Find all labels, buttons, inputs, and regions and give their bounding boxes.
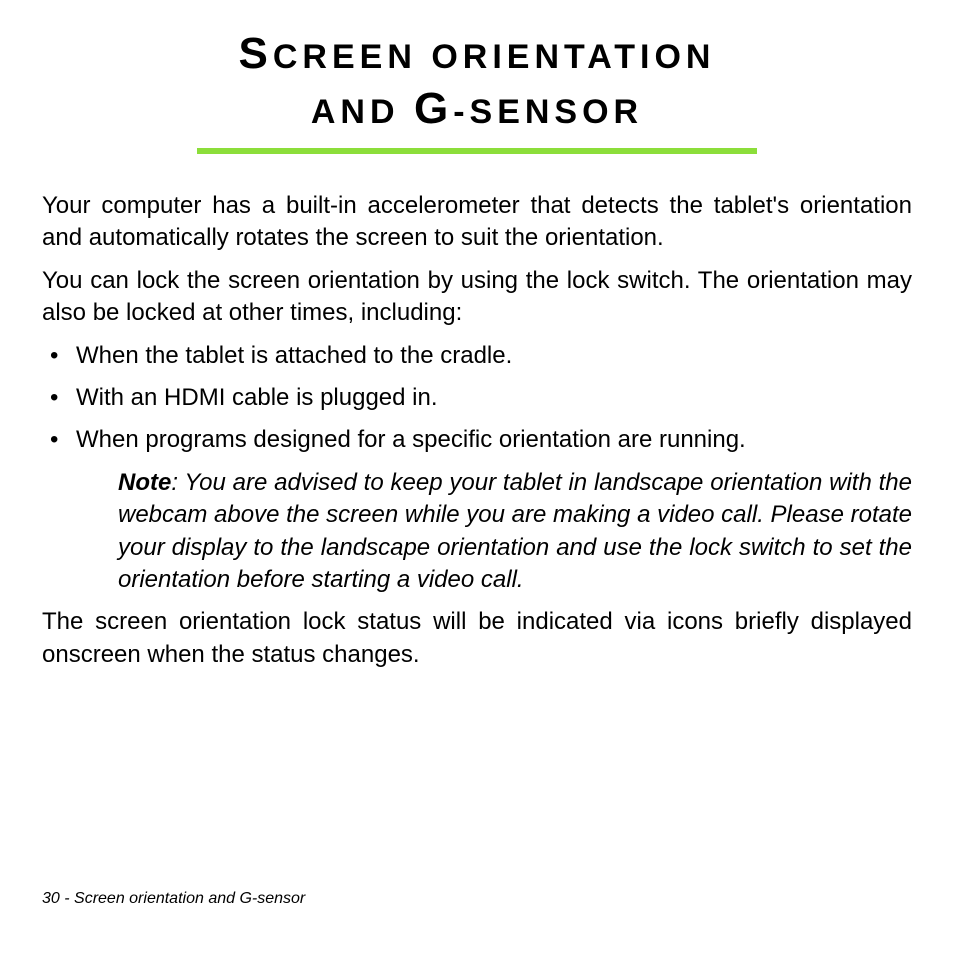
paragraph-3: The screen orientation lock status will …: [42, 606, 912, 671]
title-rest-2b: -SENSOR: [453, 93, 643, 131]
note-text: : You are advised to keep your tablet in…: [118, 469, 912, 593]
page-title: SCREEN ORIENTATION AND G-SENSOR: [42, 26, 912, 136]
title-rest-1: CREEN ORIENTATION: [273, 38, 716, 76]
paragraph-1: Your computer has a built-in acceleromet…: [42, 190, 912, 255]
bullet-list: When the tablet is attached to the cradl…: [42, 340, 912, 457]
title-underline: [197, 148, 757, 154]
list-item: When the tablet is attached to the cradl…: [42, 340, 912, 372]
paragraph-2: You can lock the screen orientation by u…: [42, 265, 912, 330]
title-cap-2: G: [414, 84, 453, 133]
body-content: Your computer has a built-in acceleromet…: [42, 190, 912, 671]
title-line-1: SCREEN ORIENTATION: [42, 26, 912, 81]
page-footer: 30 - Screen orientation and G-sensor: [42, 890, 305, 908]
list-item: When programs designed for a specific or…: [42, 424, 912, 456]
list-item: With an HDMI cable is plugged in.: [42, 382, 912, 414]
note-block: Note: You are advised to keep your table…: [118, 467, 912, 597]
note-label: Note: [118, 469, 171, 496]
title-rest-2a: AND: [311, 93, 414, 131]
title-cap-1: S: [239, 29, 273, 78]
title-line-2: AND G-SENSOR: [42, 81, 912, 136]
